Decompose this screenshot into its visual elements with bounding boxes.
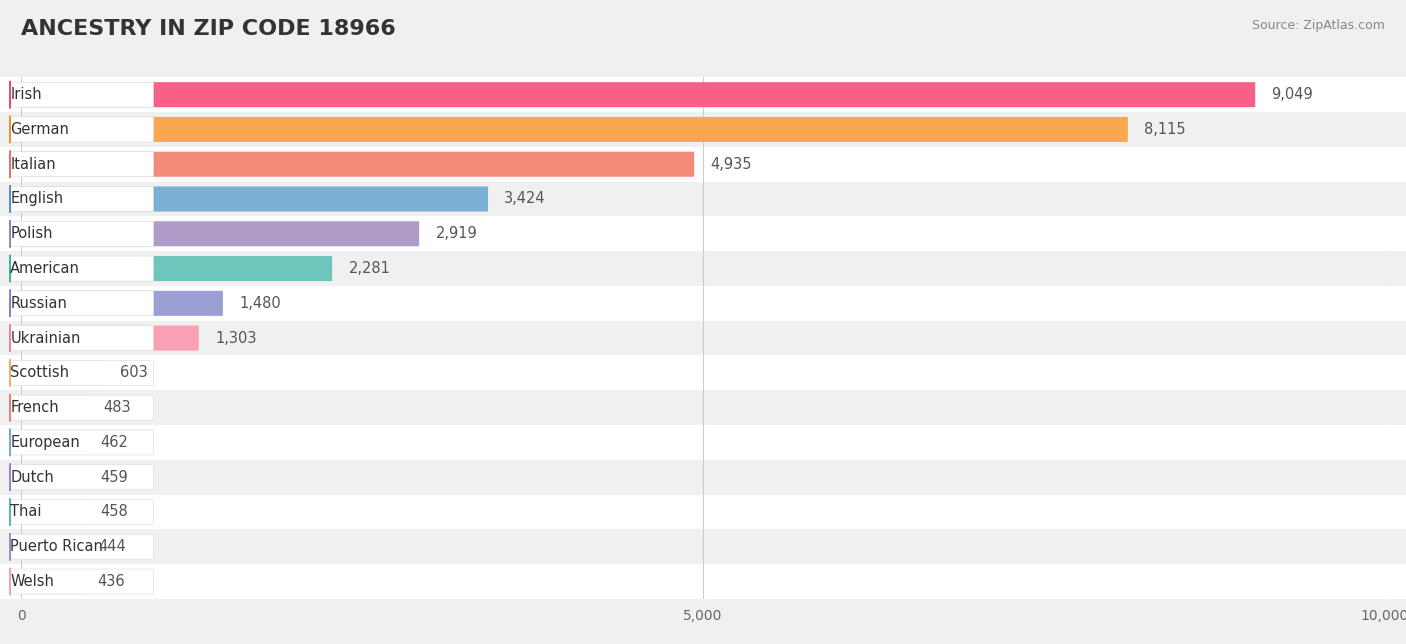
FancyBboxPatch shape xyxy=(21,187,488,211)
FancyBboxPatch shape xyxy=(21,222,419,246)
FancyBboxPatch shape xyxy=(10,291,153,316)
FancyBboxPatch shape xyxy=(10,82,153,107)
FancyBboxPatch shape xyxy=(0,355,1406,390)
FancyBboxPatch shape xyxy=(10,569,153,594)
FancyBboxPatch shape xyxy=(0,251,1406,286)
Text: 444: 444 xyxy=(98,539,125,554)
Text: Thai: Thai xyxy=(10,504,42,520)
FancyBboxPatch shape xyxy=(0,460,1406,495)
Text: Irish: Irish xyxy=(10,87,42,102)
FancyBboxPatch shape xyxy=(21,430,84,455)
Text: 462: 462 xyxy=(100,435,128,450)
Text: American: American xyxy=(10,261,80,276)
FancyBboxPatch shape xyxy=(10,256,153,281)
FancyBboxPatch shape xyxy=(21,395,87,420)
Text: 458: 458 xyxy=(100,504,128,520)
FancyBboxPatch shape xyxy=(21,361,103,385)
FancyBboxPatch shape xyxy=(10,222,153,246)
Text: 483: 483 xyxy=(103,400,131,415)
Text: 603: 603 xyxy=(120,365,148,381)
Text: 1,480: 1,480 xyxy=(239,296,281,311)
Text: Polish: Polish xyxy=(10,226,53,242)
FancyBboxPatch shape xyxy=(0,147,1406,182)
Text: 9,049: 9,049 xyxy=(1271,87,1313,102)
FancyBboxPatch shape xyxy=(21,82,1256,107)
Text: 3,424: 3,424 xyxy=(505,191,546,207)
Text: Source: ZipAtlas.com: Source: ZipAtlas.com xyxy=(1251,19,1385,32)
FancyBboxPatch shape xyxy=(0,182,1406,216)
Text: Puerto Rican: Puerto Rican xyxy=(10,539,103,554)
Text: 1,303: 1,303 xyxy=(215,330,257,346)
FancyBboxPatch shape xyxy=(10,361,153,385)
FancyBboxPatch shape xyxy=(10,117,153,142)
FancyBboxPatch shape xyxy=(21,535,82,559)
Text: Russian: Russian xyxy=(10,296,67,311)
Text: 459: 459 xyxy=(100,469,128,485)
Text: Ukrainian: Ukrainian xyxy=(10,330,80,346)
FancyBboxPatch shape xyxy=(10,535,153,559)
Text: Italian: Italian xyxy=(10,156,56,172)
FancyBboxPatch shape xyxy=(0,216,1406,251)
FancyBboxPatch shape xyxy=(21,465,84,489)
Text: 2,281: 2,281 xyxy=(349,261,391,276)
FancyBboxPatch shape xyxy=(0,321,1406,355)
FancyBboxPatch shape xyxy=(21,326,198,350)
FancyBboxPatch shape xyxy=(10,500,153,524)
Text: Dutch: Dutch xyxy=(10,469,53,485)
Text: 8,115: 8,115 xyxy=(1144,122,1185,137)
FancyBboxPatch shape xyxy=(21,117,1128,142)
FancyBboxPatch shape xyxy=(21,152,695,176)
Text: 2,919: 2,919 xyxy=(436,226,477,242)
Text: Welsh: Welsh xyxy=(10,574,55,589)
FancyBboxPatch shape xyxy=(0,77,1406,112)
Text: European: European xyxy=(10,435,80,450)
Text: Scottish: Scottish xyxy=(10,365,69,381)
FancyBboxPatch shape xyxy=(10,395,153,420)
FancyBboxPatch shape xyxy=(0,425,1406,460)
Text: English: English xyxy=(10,191,63,207)
FancyBboxPatch shape xyxy=(10,430,153,455)
Text: French: French xyxy=(10,400,59,415)
FancyBboxPatch shape xyxy=(0,495,1406,529)
FancyBboxPatch shape xyxy=(21,569,80,594)
Text: 4,935: 4,935 xyxy=(710,156,752,172)
Text: 436: 436 xyxy=(97,574,125,589)
FancyBboxPatch shape xyxy=(10,152,153,176)
FancyBboxPatch shape xyxy=(21,500,83,524)
FancyBboxPatch shape xyxy=(10,465,153,489)
FancyBboxPatch shape xyxy=(0,286,1406,321)
FancyBboxPatch shape xyxy=(0,564,1406,599)
FancyBboxPatch shape xyxy=(0,390,1406,425)
FancyBboxPatch shape xyxy=(10,187,153,211)
FancyBboxPatch shape xyxy=(21,291,224,316)
FancyBboxPatch shape xyxy=(0,112,1406,147)
Text: ANCESTRY IN ZIP CODE 18966: ANCESTRY IN ZIP CODE 18966 xyxy=(21,19,396,39)
FancyBboxPatch shape xyxy=(21,256,332,281)
Text: German: German xyxy=(10,122,69,137)
FancyBboxPatch shape xyxy=(10,326,153,350)
FancyBboxPatch shape xyxy=(0,529,1406,564)
